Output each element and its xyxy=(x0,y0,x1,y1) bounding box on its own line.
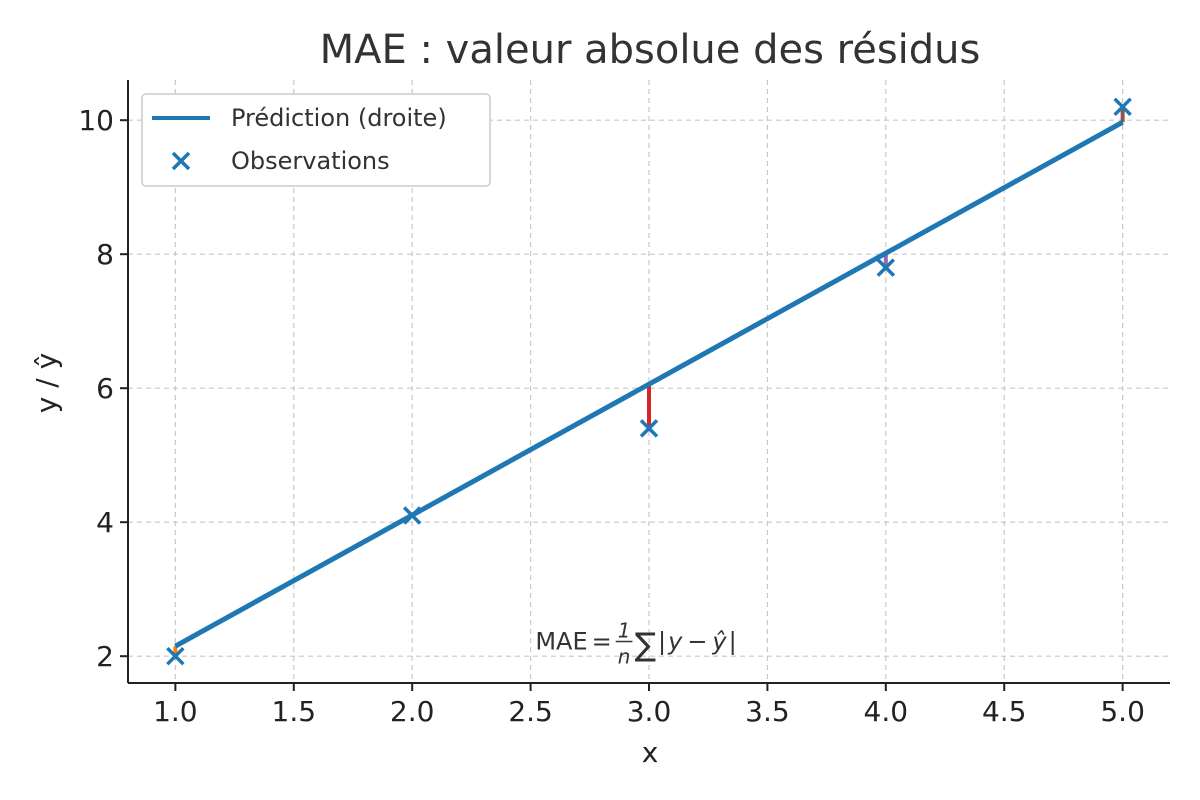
x-tick-label: 2.5 xyxy=(508,695,553,728)
x-axis-label: x xyxy=(642,736,659,769)
x-tick-label: 3.5 xyxy=(745,695,790,728)
formula-prefix: MAE xyxy=(535,628,587,656)
mae-formula: MAE = 1 n ∑ | y − ŷ | xyxy=(535,619,736,669)
y-axis-label: y / ŷ xyxy=(30,353,63,413)
marker-stroke xyxy=(171,151,191,171)
legend-box xyxy=(141,93,491,187)
formula-yhat: ŷ xyxy=(711,628,727,656)
formula-denominator: n xyxy=(618,645,631,669)
observation-point xyxy=(876,258,896,277)
marker-stroke xyxy=(402,506,422,525)
legend-label-observations: Observations xyxy=(231,147,390,175)
formula-abs-close: | xyxy=(729,628,737,656)
observation-point xyxy=(402,506,422,525)
x-tick-label: 2.0 xyxy=(390,695,435,728)
legend-marker xyxy=(171,151,191,171)
legend-label-prediction: Prédiction (droite) xyxy=(231,104,447,132)
marker-stroke xyxy=(1113,97,1132,117)
residual-lines xyxy=(173,106,1125,657)
formula-equals: = xyxy=(592,628,612,656)
formula-abs-open: | xyxy=(658,628,666,656)
marker-stroke xyxy=(876,258,896,277)
x-tick-label: 1.0 xyxy=(153,695,198,728)
formula-sum: ∑ xyxy=(634,626,656,664)
observation-point xyxy=(166,646,185,666)
formula-y: y xyxy=(667,628,683,656)
observation-point xyxy=(1113,97,1132,117)
marker-stroke xyxy=(639,419,659,438)
y-tick-label: 10 xyxy=(78,104,114,137)
y-tick-label: 4 xyxy=(96,506,114,539)
x-tick-label: 4.5 xyxy=(982,695,1027,728)
legend-marker-swatch xyxy=(171,151,191,171)
x-tick-label: 1.5 xyxy=(272,695,317,728)
chart-title: MAE : valeur absolue des résidus xyxy=(320,27,981,73)
prediction-line xyxy=(174,120,1124,649)
x-tick-label: 3.0 xyxy=(627,695,672,728)
axes: 1.0 1.5 2.0 2.5 3.0 3.5 4.0 4.5 5.0 2 4 6 8 10 xyxy=(78,80,1170,728)
y-tick-label: 2 xyxy=(96,640,114,673)
observation-points xyxy=(166,97,1132,666)
observation-point xyxy=(639,419,659,438)
marker-stroke xyxy=(166,646,185,666)
x-tick-label: 5.0 xyxy=(1100,695,1145,728)
y-tick-label: 6 xyxy=(96,372,114,405)
formula-numerator: 1 xyxy=(618,619,631,643)
x-tick-label: 4.0 xyxy=(864,695,909,728)
formula-minus: − xyxy=(687,628,707,656)
prediction-series xyxy=(174,120,1124,649)
legend: Prédiction (droite) Observations xyxy=(141,93,491,187)
y-tick-label: 8 xyxy=(96,238,114,271)
